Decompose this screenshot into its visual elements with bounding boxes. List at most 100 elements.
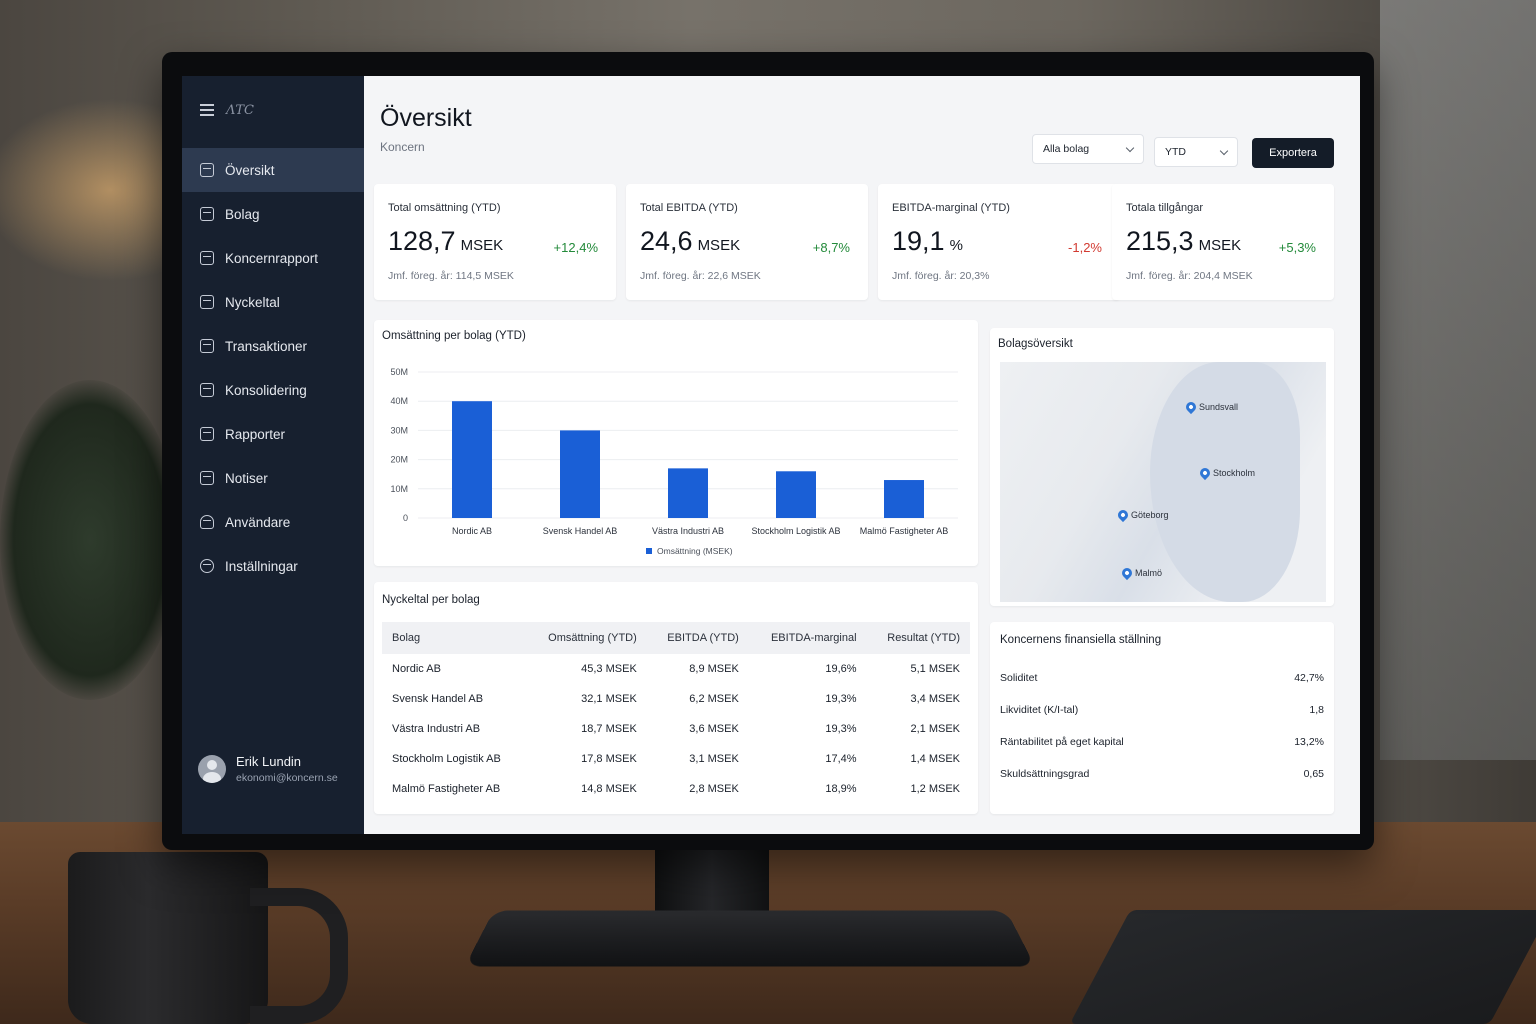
table-cell: 1,4 MSEK (867, 744, 970, 774)
map-pin-malmo[interactable]: Malmö (1122, 568, 1162, 578)
menu-icon[interactable] (200, 104, 214, 116)
table-row[interactable]: Stockholm Logistik AB 17,8 MSEK 3,1 MSEK… (382, 744, 970, 774)
kpi-card-assets: Totala tillgångar 215,3 MSEK +5,3% Jmf. f… (1112, 184, 1334, 300)
financial-title: Koncernens finansiella ställning (1000, 634, 1161, 646)
kpi-number: 215,3 (1126, 226, 1194, 256)
legend-label: Omsättning (MSEK) (657, 546, 733, 556)
chevron-down-icon (1126, 143, 1134, 151)
sidebar-item-bolag[interactable]: Bolag (182, 192, 364, 236)
table-cell: 19,3% (749, 714, 867, 744)
sidebar-item-oversikt[interactable]: Översikt (182, 148, 364, 192)
sidebar-item-label: Användare (225, 515, 290, 530)
y-tick-label: 10M (390, 484, 408, 494)
map-pin-icon (1116, 508, 1130, 522)
table-header[interactable]: EBITDA-marginal (749, 622, 867, 654)
financial-value: 13,2% (1294, 736, 1324, 748)
kpi-icon (200, 295, 214, 309)
kpi-label: EBITDA-marginal (YTD) (892, 202, 1010, 214)
sidebar-item-label: Notiser (225, 471, 268, 486)
kpi-unit: % (950, 237, 963, 254)
table-cell: 19,3% (749, 684, 867, 714)
map-pin-icon (1184, 400, 1198, 414)
table-cell: 3,4 MSEK (867, 684, 970, 714)
table-row[interactable]: Västra Industri AB 18,7 MSEK 3,6 MSEK 19… (382, 714, 970, 744)
report-icon (200, 251, 214, 265)
kpi-table: Bolag Omsättning (YTD) EBITDA (YTD) EBIT… (382, 622, 970, 804)
background-plant (0, 380, 180, 700)
kpi-label: Total EBITDA (YTD) (640, 202, 738, 214)
export-button[interactable]: Exportera (1252, 138, 1334, 168)
financial-label: Likviditet (K/I-tal) (1000, 704, 1078, 716)
kpi-value: 215,3 MSEK (1126, 226, 1241, 257)
company-map-card: Bolagsöversikt Sundsvall Stockholm Göteb… (990, 328, 1334, 606)
company-icon (200, 207, 214, 221)
sidebar-item-label: Översikt (225, 163, 275, 178)
kpi-value: 128,7 MSEK (388, 226, 503, 257)
sidebar-item-label: Koncernrapport (225, 251, 318, 266)
company-filter-value: Alla bolag (1043, 143, 1089, 155)
kpi-compare: Jmf. föreg. år: 114,5 MSEK (388, 270, 514, 282)
company-map[interactable]: Sundsvall Stockholm Göteborg Malmö (1000, 362, 1326, 602)
period-filter-select[interactable]: YTD (1154, 137, 1238, 167)
table-cell: 18,9% (749, 774, 867, 804)
brand-row: ΛTC (200, 100, 254, 120)
coffee-mug-handle (250, 888, 348, 1024)
user-icon (200, 515, 214, 529)
map-pin-goteborg[interactable]: Göteborg (1118, 510, 1169, 520)
sidebar-item-koncernrapport[interactable]: Koncernrapport (182, 236, 364, 280)
table-cell: 1,2 MSEK (867, 774, 970, 804)
kpi-delta: +12,4% (554, 240, 598, 255)
kpi-card-ebitda-margin: EBITDA-marginal (YTD) 19,1% -1,2% Jmf. f… (878, 184, 1120, 300)
table-cell: 19,6% (749, 654, 867, 684)
table-cell: 6,2 MSEK (647, 684, 749, 714)
revenue-chart-card: 0 10M 20M 30M 40M 50M Nordic AB Svensk Handel A… (374, 320, 978, 566)
table-row[interactable]: Malmö Fastigheter AB 14,8 MSEK 2,8 MSEK … (382, 774, 970, 804)
map-title: Bolagsöversikt (998, 338, 1073, 350)
table-header[interactable]: EBITDA (YTD) (647, 622, 749, 654)
sidebar-item-label: Rapporter (225, 427, 285, 442)
kpi-delta: -1,2% (1068, 240, 1102, 255)
sidebar: ΛTC Översikt Bolag Koncernrapport Nyckel… (182, 76, 364, 834)
table-cell: 3,1 MSEK (647, 744, 749, 774)
chart-bar (884, 480, 924, 518)
user-profile[interactable]: Erik Lundin ekonomi@koncern.se (198, 754, 338, 784)
map-pin-stockholm[interactable]: Stockholm (1200, 468, 1255, 478)
x-category-label: Malmö Fastigheter AB (860, 526, 949, 536)
table-title: Nyckeltal per bolag (382, 594, 480, 606)
sidebar-item-konsolidering[interactable]: Konsolidering (182, 368, 364, 412)
table-cell: Nordic AB (382, 654, 526, 684)
table-cell: 8,9 MSEK (647, 654, 749, 684)
chevron-down-icon (1220, 146, 1228, 154)
table-row[interactable]: Svensk Handel AB 32,1 MSEK 6,2 MSEK 19,3… (382, 684, 970, 714)
sidebar-item-rapporter[interactable]: Rapporter (182, 412, 364, 456)
table-header[interactable]: Omsättning (YTD) (526, 622, 647, 654)
table-header[interactable]: Resultat (YTD) (867, 622, 970, 654)
map-pin-sundsvall[interactable]: Sundsvall (1186, 402, 1238, 412)
sidebar-item-notiser[interactable]: Notiser (182, 456, 364, 500)
kpi-compare: Jmf. föreg. år: 204,4 MSEK (1126, 270, 1253, 282)
bell-icon (200, 471, 214, 485)
reports-icon (200, 427, 214, 441)
map-pin-label: Sundsvall (1199, 402, 1238, 412)
sidebar-item-label: Bolag (225, 207, 260, 222)
sidebar-item-installningar[interactable]: Inställningar (182, 544, 364, 588)
legend-swatch (646, 548, 652, 554)
kpi-number: 19,1 (892, 226, 945, 256)
sidebar-item-nyckeltal[interactable]: Nyckeltal (182, 280, 364, 324)
sidebar-item-label: Nyckeltal (225, 295, 280, 310)
table-row[interactable]: Nordic AB 45,3 MSEK 8,9 MSEK 19,6% 5,1 M… (382, 654, 970, 684)
y-tick-label: 40M (390, 396, 408, 406)
table-cell: Svensk Handel AB (382, 684, 526, 714)
y-tick-label: 0 (403, 513, 408, 523)
monitor-stand-base (465, 911, 1035, 967)
kpi-card-revenue: Total omsättning (YTD) 128,7 MSEK +12,4% … (374, 184, 616, 300)
main-content: Översikt Koncern Alla bolag YTD Exporter… (364, 76, 1360, 834)
sidebar-item-transaktioner[interactable]: Transaktioner (182, 324, 364, 368)
table-header[interactable]: Bolag (382, 622, 526, 654)
company-filter-select[interactable]: Alla bolag (1032, 134, 1144, 164)
y-tick-label: 30M (390, 425, 408, 435)
y-tick-label: 50M (390, 367, 408, 377)
sidebar-item-anvandare[interactable]: Användare (182, 500, 364, 544)
financial-value: 1,8 (1309, 704, 1324, 716)
revenue-bar-chart: 0 10M 20M 30M 40M 50M Nordic AB Svensk Handel A… (374, 320, 978, 566)
